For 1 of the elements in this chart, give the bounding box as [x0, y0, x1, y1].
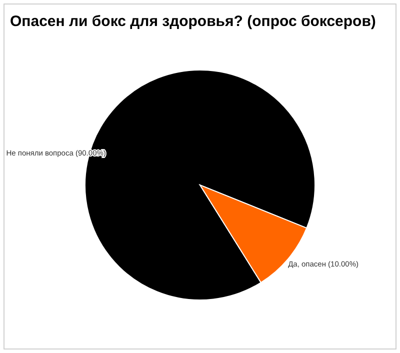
chart-title: Опасен ли бокс для здоровья? (опрос боксеров): [10, 13, 376, 30]
